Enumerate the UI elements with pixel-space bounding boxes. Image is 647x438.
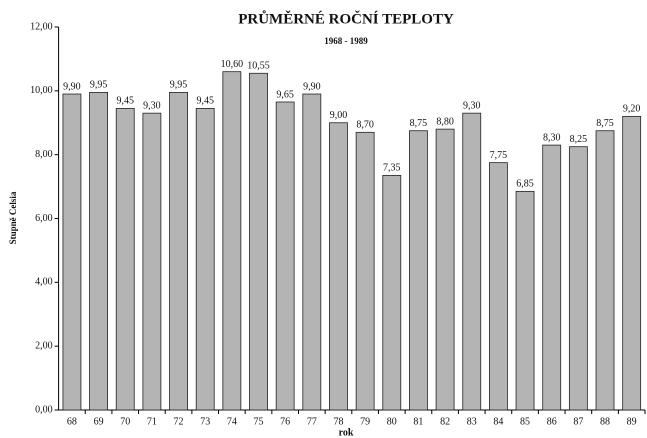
x-tick-label: 87 (573, 416, 583, 427)
x-tick-label: 80 (387, 416, 397, 427)
x-tick-label: 88 (600, 416, 610, 427)
y-tick-label: 6,00 (35, 213, 53, 224)
x-tick-label: 82 (440, 416, 450, 427)
bar (169, 92, 188, 411)
y-tick-label: 2,00 (35, 340, 53, 351)
value-label: 9,90 (63, 81, 81, 92)
y-tick-label: 4,00 (35, 277, 53, 288)
value-label: 6,85 (516, 179, 534, 190)
bar (568, 146, 588, 411)
bar (115, 107, 135, 411)
value-label: 8,70 (356, 120, 374, 131)
y-tick-label: 12,00 (30, 21, 53, 32)
value-label: 8,75 (596, 118, 614, 129)
bar (462, 112, 482, 411)
bar (302, 93, 322, 411)
x-tick-label: 72 (174, 416, 184, 427)
value-label: 10,60 (221, 59, 244, 70)
chart-subtitle: 1968 - 1989 (324, 36, 368, 46)
x-tick-label: 84 (493, 416, 503, 427)
x-tick-label: 86 (547, 416, 557, 427)
x-tick-label: 76 (280, 416, 290, 427)
value-label: 9,65 (276, 89, 294, 100)
bar (595, 130, 615, 411)
x-tick-label: 78 (333, 416, 343, 427)
y-axis-label: Stupně Celsia (8, 191, 18, 244)
value-label: 8,25 (570, 134, 588, 145)
value-label: 8,75 (410, 118, 428, 129)
bar (249, 72, 268, 411)
x-tick-label: 75 (254, 416, 264, 427)
y-tick-label: 10,00 (30, 85, 53, 96)
y-tick-label: 0,00 (35, 404, 53, 415)
bar (409, 130, 428, 411)
bar (622, 115, 642, 411)
bar (488, 162, 508, 411)
value-label: 8,30 (543, 132, 561, 143)
value-label: 9,30 (143, 100, 161, 111)
y-tick-label: 8,00 (35, 149, 53, 160)
chart-title: PRŮMĚRNÉ ROČNÍ TEPLOTY (238, 10, 454, 27)
x-tick-label: 77 (307, 416, 317, 427)
bar (355, 131, 375, 411)
value-label: 8,80 (436, 116, 454, 127)
value-label: 9,30 (463, 100, 481, 111)
x-tick-label: 68 (67, 416, 77, 427)
bar (142, 112, 162, 411)
bar (329, 122, 348, 411)
bar (382, 175, 402, 411)
value-label: 10,55 (247, 61, 270, 72)
x-tick-label: 83 (467, 416, 477, 427)
x-tick-label: 71 (147, 416, 157, 427)
value-label: 7,35 (383, 163, 401, 174)
value-label: 9,90 (303, 81, 321, 92)
x-tick-label: 89 (627, 416, 637, 427)
x-tick-label: 74 (227, 416, 237, 427)
bar (275, 101, 295, 411)
x-tick-label: 79 (360, 416, 370, 427)
bar (515, 190, 535, 411)
x-axis-label: rok (339, 427, 354, 438)
value-label: 9,95 (170, 80, 188, 91)
bar (62, 93, 82, 411)
x-tick-label: 85 (520, 416, 530, 427)
value-label: 7,75 (490, 150, 508, 161)
x-tick-label: 81 (413, 416, 423, 427)
bar (222, 71, 242, 411)
value-label: 9,45 (116, 96, 134, 107)
value-label: 9,45 (196, 96, 214, 107)
bar (89, 92, 108, 411)
x-tick-label: 69 (94, 416, 104, 427)
bar (542, 144, 562, 411)
value-label: 9,95 (90, 80, 108, 91)
bar (195, 107, 215, 411)
x-tick-label: 73 (200, 416, 210, 427)
value-label: 9,00 (330, 110, 348, 121)
x-tick-label: 70 (120, 416, 130, 427)
value-label: 9,20 (623, 104, 641, 115)
bar (435, 128, 455, 411)
